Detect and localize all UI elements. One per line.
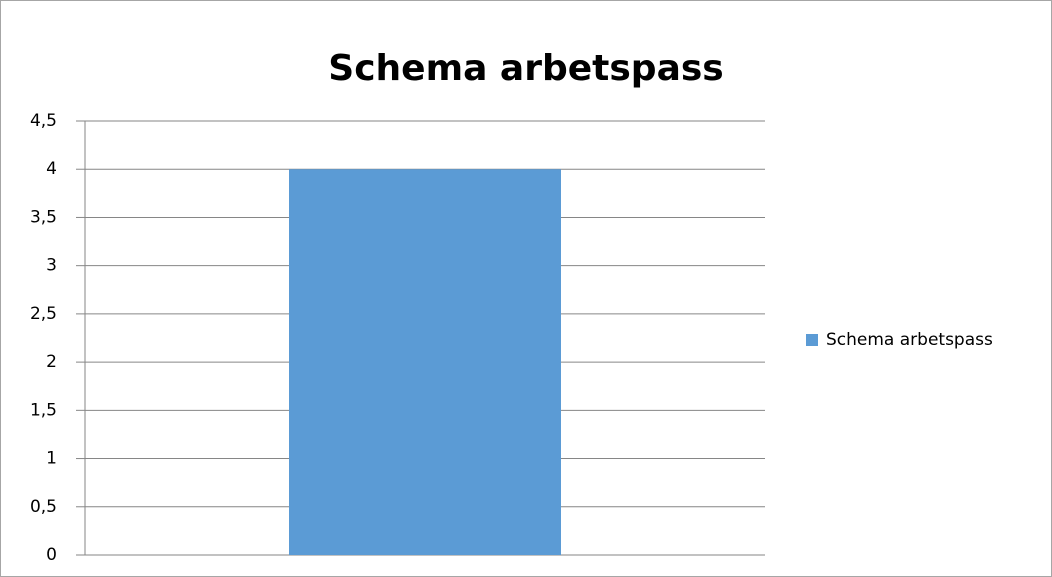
y-tick-label: 0 <box>46 545 57 565</box>
y-tick-label: 3 <box>46 256 57 276</box>
y-tick-label: 2 <box>46 352 57 372</box>
legend-label: Schema arbetspass <box>826 330 993 350</box>
bar <box>289 169 561 555</box>
legend-swatch <box>806 334 818 346</box>
y-tick-label: 3,5 <box>30 207 57 227</box>
chart-title: Schema arbetspass <box>328 48 723 89</box>
y-tick-label: 4 <box>46 159 57 179</box>
y-tick-label: 0,5 <box>30 497 57 517</box>
y-tick-label: 1,5 <box>30 400 57 420</box>
y-tick-label: 2,5 <box>30 304 57 324</box>
y-tick-label: 4,5 <box>30 111 57 131</box>
y-tick-label: 1 <box>46 449 57 469</box>
